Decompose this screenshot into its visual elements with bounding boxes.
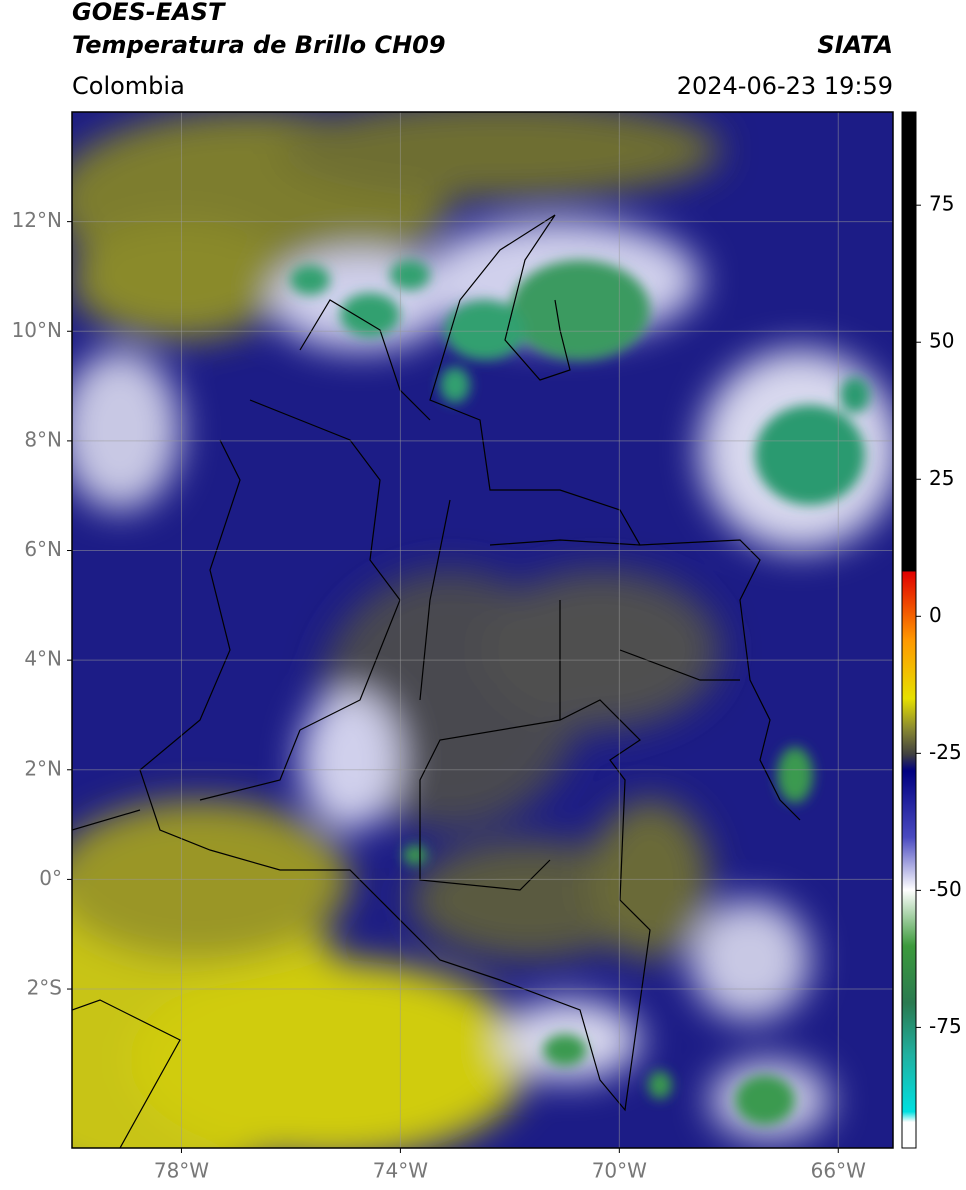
x-tick-label: 78°W [154, 1159, 209, 1183]
y-tick-label: 4°N [24, 647, 62, 671]
colorbar-tick-label: -50 [929, 877, 962, 901]
satellite-image [72, 112, 893, 1148]
gridlines [72, 112, 893, 1148]
colorbar-tick-label: -75 [929, 1014, 962, 1038]
y-tick-label: 8°N [24, 427, 62, 451]
title: GOES-EAST [72, 0, 226, 26]
y-tick-label: 12°N [12, 208, 62, 232]
y-tick-label: 2°N [24, 756, 62, 780]
x-tick-label: 66°W [811, 1159, 866, 1183]
x-tick-label: 74°W [373, 1159, 428, 1183]
region: Colombia [72, 72, 185, 100]
colorbar-tick-label: 75 [929, 192, 954, 216]
title: Temperatura de Brillo CH09 [72, 31, 446, 59]
y-tick-label: 0° [39, 866, 62, 890]
y-tick-label: 10°N [12, 318, 62, 342]
y-tick-label: 6°N [24, 537, 62, 561]
y-tick-label: 2°S [27, 976, 62, 1000]
colorbar-tick-label: 0 [929, 603, 942, 627]
colorbar-tick-label: -25 [929, 740, 962, 764]
map-frame [71, 111, 894, 1149]
colorbar-tick-label: 25 [929, 466, 954, 490]
x-tick-label: 70°W [592, 1159, 647, 1183]
timestamp: 2024-06-23 19:59 [677, 72, 893, 100]
colorbar-tick-label: 50 [929, 329, 954, 353]
colorbar [901, 111, 917, 1149]
source: SIATA [817, 31, 893, 59]
